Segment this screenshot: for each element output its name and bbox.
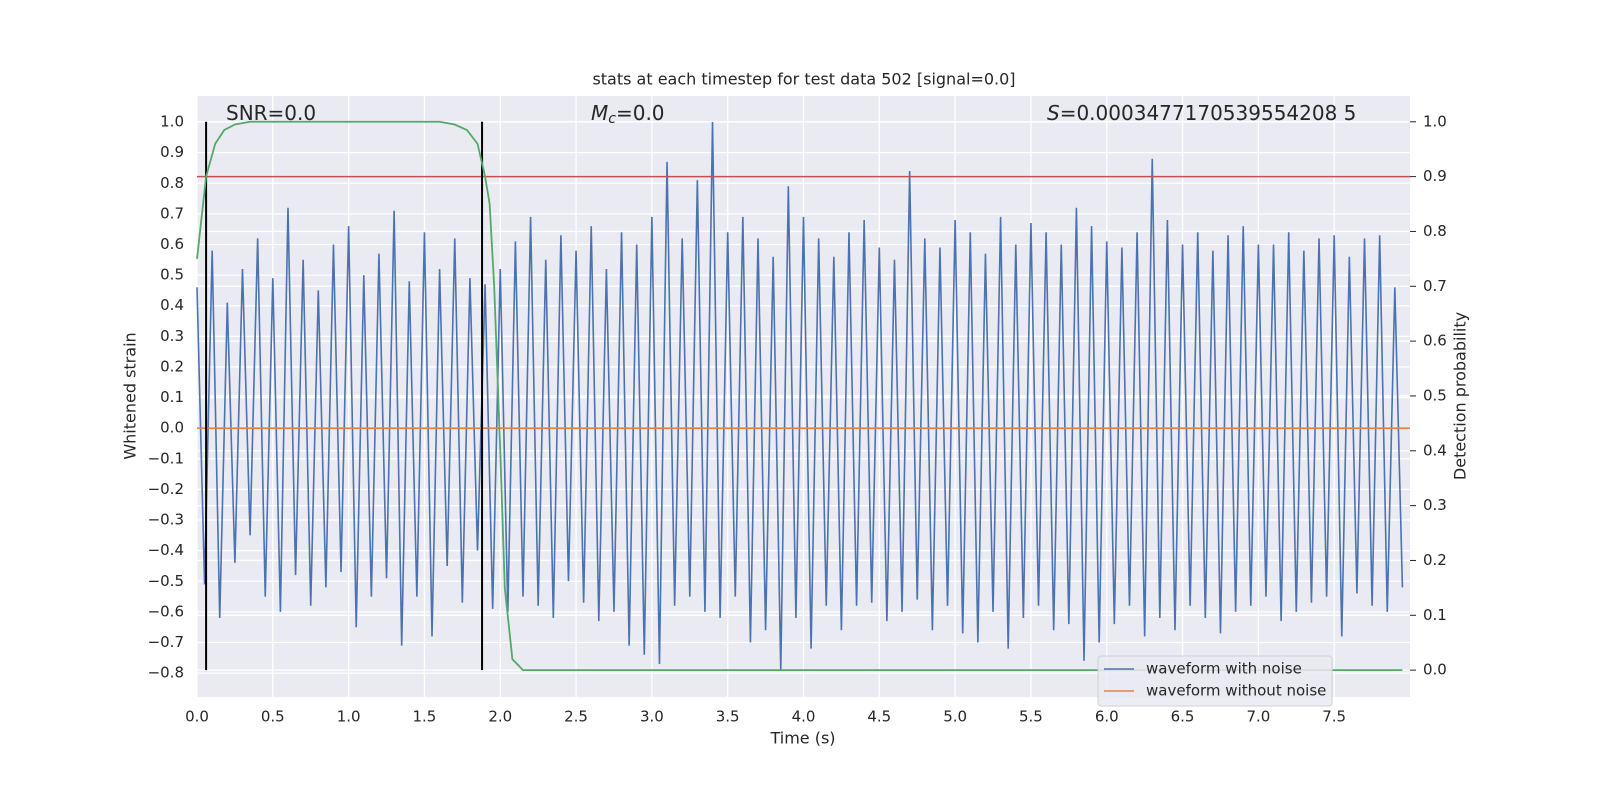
- chart-title: stats at each timestep for test data 502…: [592, 70, 1015, 89]
- annotation-text: SNR=0.0: [226, 101, 316, 125]
- x-tick-label: 0.0: [185, 708, 209, 726]
- y-tick-label: 1.0: [160, 113, 184, 131]
- y-tick-label: −0.6: [148, 602, 184, 620]
- annotation: Mc=0.0: [591, 101, 665, 128]
- y-tick-label: 0.4: [160, 296, 184, 314]
- x-tick-label: 3.0: [640, 708, 664, 726]
- y-tick-label: −0.1: [148, 449, 184, 467]
- x-tick-label: 5.5: [1019, 708, 1043, 726]
- y2-tick-label: 0.7: [1423, 277, 1447, 295]
- x-tick-label: 1.5: [413, 708, 437, 726]
- y2-tick-label: 0.8: [1423, 222, 1447, 240]
- x-tick-label: 3.5: [716, 708, 740, 726]
- legend-label: waveform with noise: [1146, 660, 1302, 678]
- x-tick-label: 5.0: [943, 708, 967, 726]
- legend-label: waveform without noise: [1146, 682, 1326, 700]
- annotation-subscript: c: [608, 111, 616, 127]
- x-tick-label: 2.0: [488, 708, 512, 726]
- x-tick-label: 1.0: [337, 708, 361, 726]
- y2-tick-label: 0.3: [1423, 496, 1447, 514]
- y-tick-label: −0.7: [148, 633, 184, 651]
- annotation-symbol: S: [1047, 101, 1060, 125]
- annotation: S=0.0003477170539554208 5: [1047, 101, 1356, 125]
- x-tick-label: 4.5: [867, 708, 891, 726]
- y2-tick-label: 0.1: [1423, 606, 1447, 624]
- annotation-symbol: M: [591, 101, 608, 125]
- y-tick-label: 0.8: [160, 174, 184, 192]
- y2-tick-label: 0.4: [1423, 441, 1447, 459]
- y-tick-label: 0.5: [160, 266, 184, 284]
- y-tick-label: 0.1: [160, 388, 184, 406]
- x-axis-label: Time (s): [769, 729, 835, 748]
- y-tick-label: 0.6: [160, 235, 184, 253]
- x-tick-label: 4.0: [792, 708, 816, 726]
- y-tick-label: 0.7: [160, 204, 184, 222]
- y2-tick-label: 0.0: [1423, 661, 1447, 679]
- annotation-text: =0.0: [616, 101, 665, 125]
- y-tick-label: −0.8: [148, 664, 184, 682]
- y-tick-label: 0.9: [160, 143, 184, 161]
- x-tick-label: 7.0: [1246, 708, 1270, 726]
- y-tick-label: 0.2: [160, 357, 184, 375]
- x-tick-label: 6.0: [1095, 708, 1119, 726]
- x-tick-label: 2.5: [564, 708, 588, 726]
- y-tick-label: −0.2: [148, 480, 184, 498]
- y2-tick-label: 0.6: [1423, 332, 1447, 350]
- y-tick-label: −0.5: [148, 572, 184, 590]
- x-tick-label: 0.5: [261, 708, 285, 726]
- x-tick-label: 7.5: [1322, 708, 1346, 726]
- legend-box: [1097, 655, 1333, 707]
- annotation: SNR=0.0: [226, 101, 316, 125]
- y2-tick-label: 1.0: [1423, 112, 1447, 130]
- y2-axis-label: Detection probability: [1451, 312, 1470, 480]
- x-tick-label: 6.5: [1171, 708, 1195, 726]
- y-tick-label: −0.4: [148, 541, 184, 559]
- y2-tick-label: 0.5: [1423, 386, 1447, 404]
- y-tick-label: 0.3: [160, 327, 184, 345]
- probability-line: [196, 120, 1403, 672]
- y-tick-label: −0.3: [148, 511, 184, 529]
- y2-tick-label: 0.9: [1423, 167, 1447, 185]
- annotation-text: =0.0003477170539554208 5: [1060, 101, 1357, 125]
- y2-tick-label: 0.2: [1423, 551, 1447, 569]
- y-axis-label: Whitened strain: [121, 332, 140, 459]
- y-tick-label: 0.0: [160, 419, 184, 437]
